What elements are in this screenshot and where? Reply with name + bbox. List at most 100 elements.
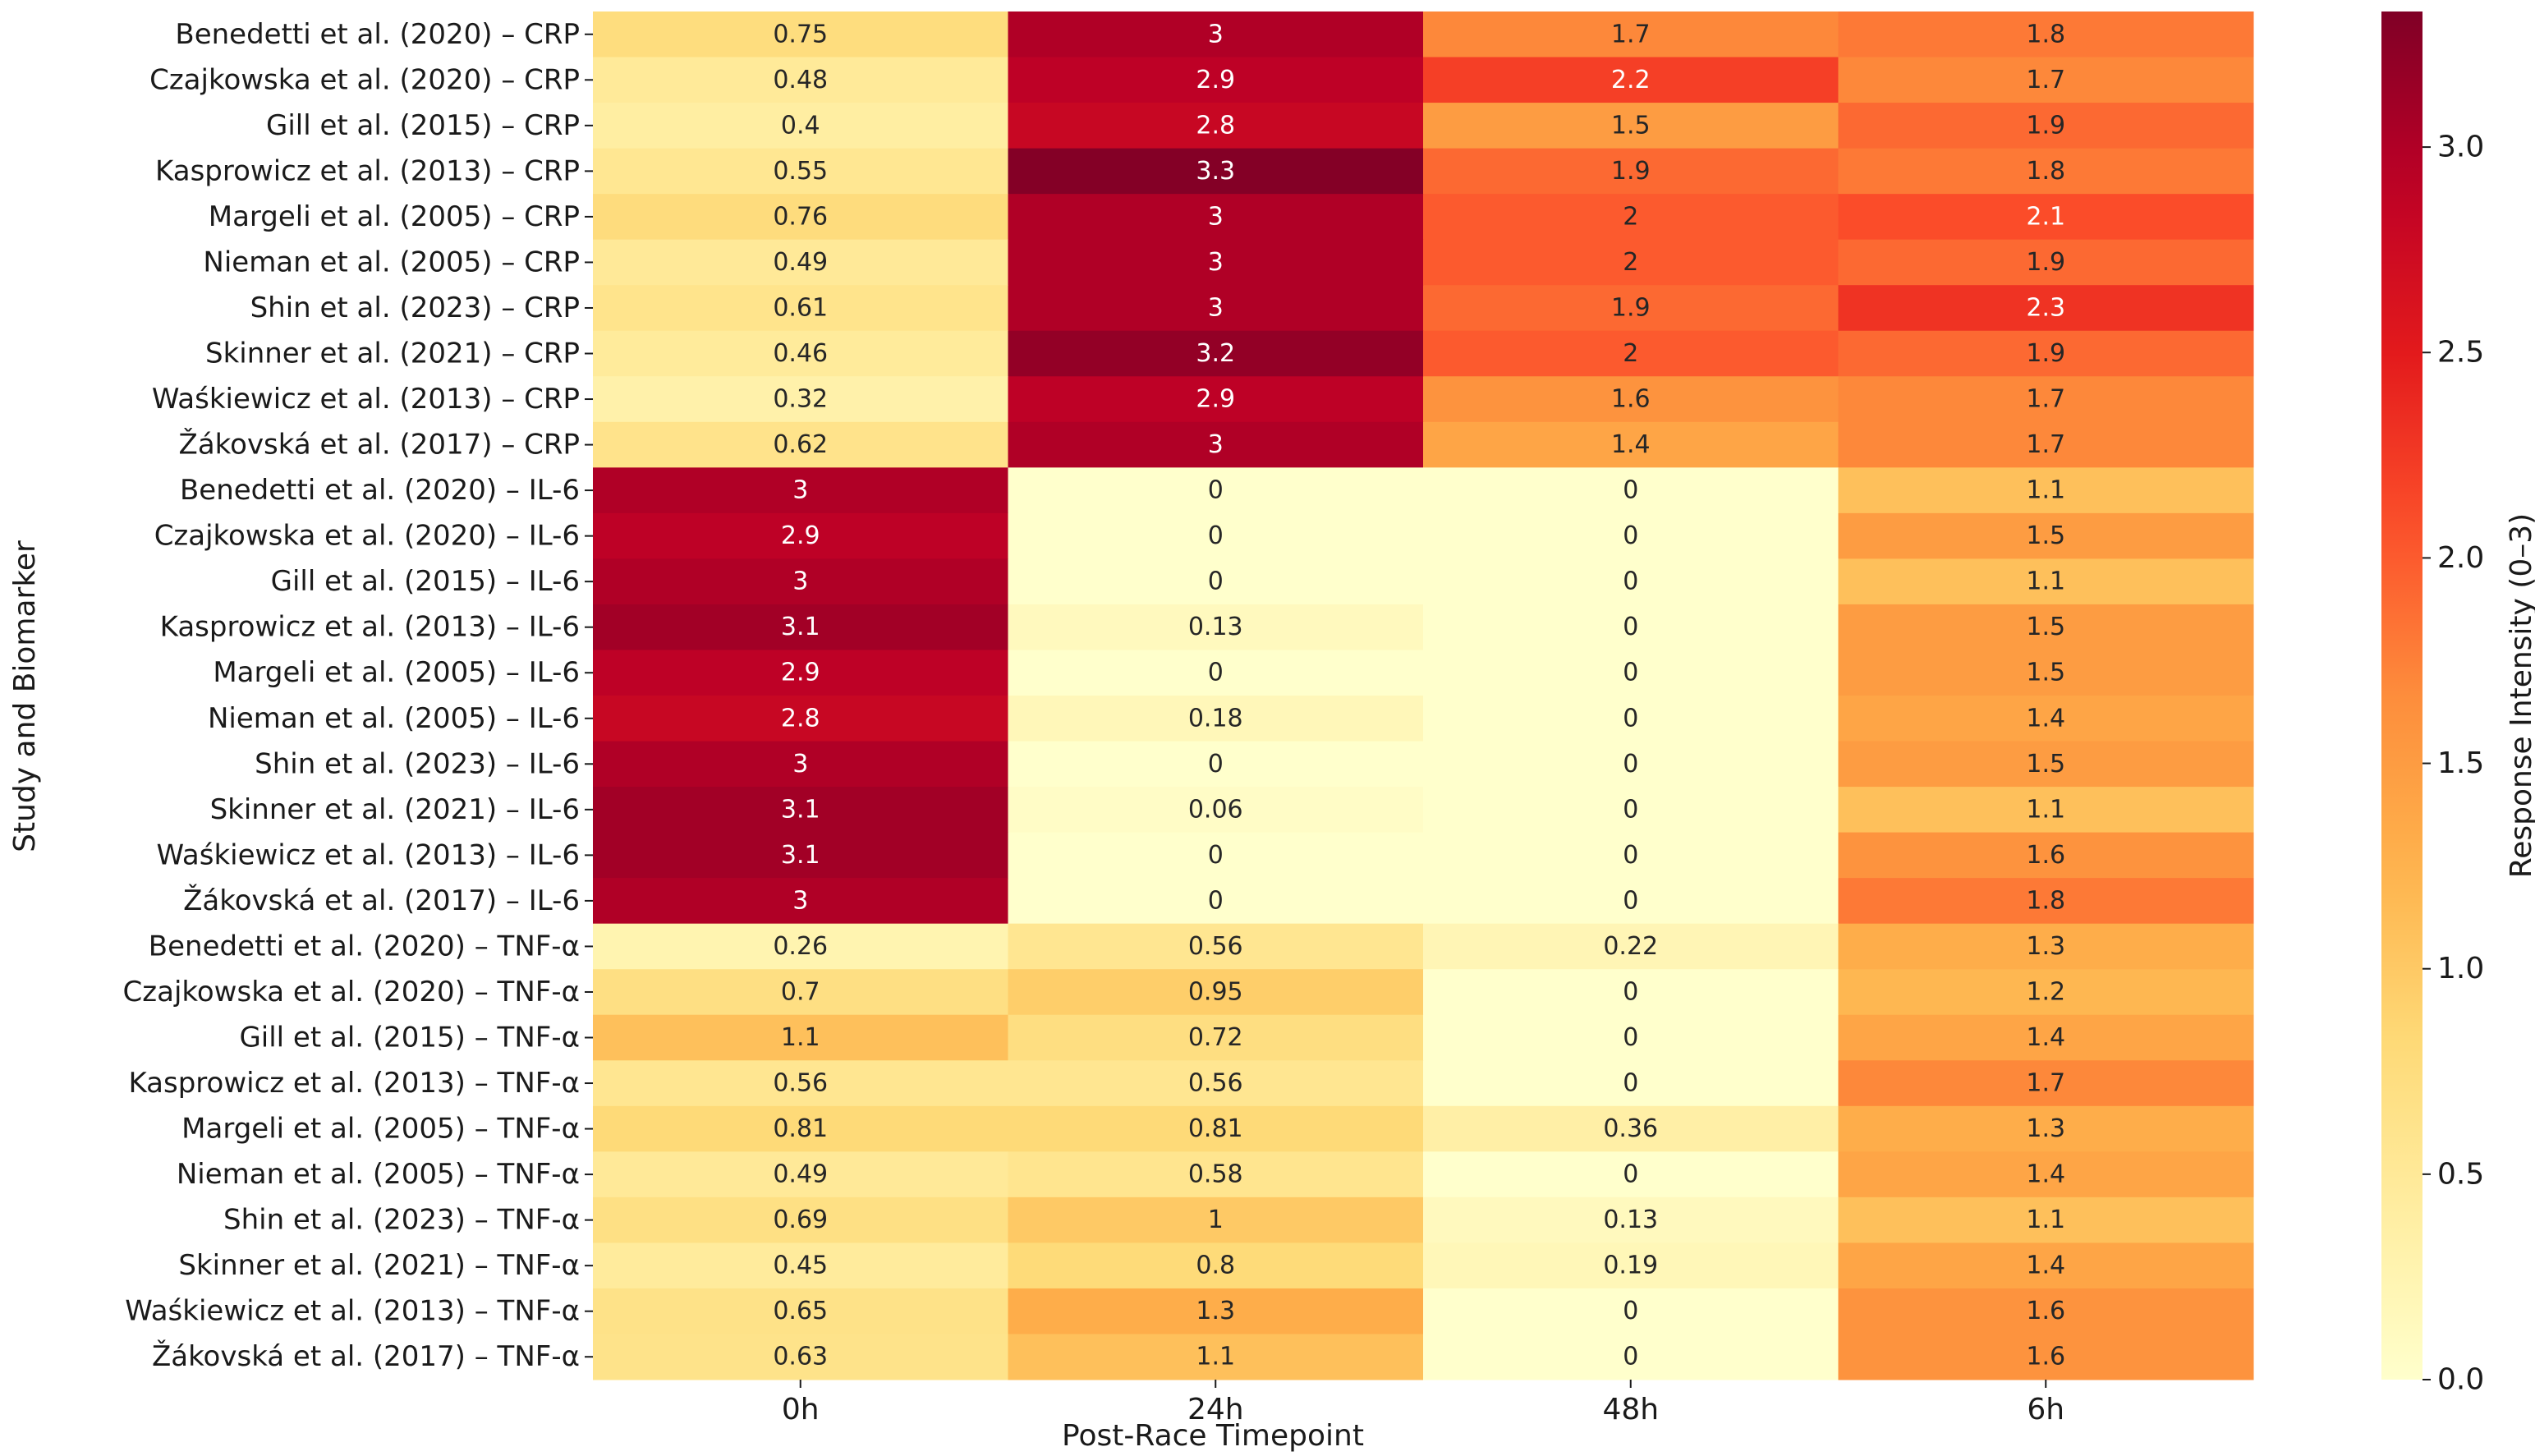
heatmap-cell	[1423, 1334, 1839, 1380]
heatmap-cell-value: 2.9	[781, 659, 820, 687]
heatmap-cell	[593, 741, 1008, 788]
colorbar-tick-label: 2.0	[2437, 541, 2484, 575]
heatmap-cell-value: 1.1	[781, 1023, 820, 1052]
heatmap-cell	[1838, 1105, 2254, 1152]
heatmap-cell	[1423, 969, 1839, 1016]
heatmap-cell	[1423, 1014, 1839, 1061]
y-tick-label: Benedetti et al. (2020) – CRP	[175, 18, 580, 51]
y-tick-label: Skinner et al. (2021) – CRP	[205, 338, 580, 370]
heatmap-cell	[1423, 1105, 1839, 1152]
heatmap-cell	[1423, 650, 1839, 696]
y-tick-label: Skinner et al. (2021) – TNF-α	[178, 1249, 580, 1282]
heatmap-cell	[593, 787, 1008, 834]
heatmap-cell	[1008, 878, 1424, 925]
heatmap-cell	[593, 239, 1008, 286]
heatmap-cell-value: 0.63	[773, 1343, 828, 1371]
heatmap-cell-value: 0.62	[773, 430, 828, 459]
heatmap-cell	[1838, 832, 2254, 879]
heatmap-cell	[1423, 558, 1839, 605]
heatmap-cell-value: 0	[1623, 613, 1638, 641]
heatmap-cell	[1423, 696, 1839, 742]
heatmap-cell-value: 0.06	[1188, 795, 1243, 824]
colorbar-tick-label: 0.5	[2437, 1157, 2484, 1191]
heatmap-cell	[593, 512, 1008, 559]
heatmap-cell	[1423, 11, 1839, 58]
heatmap-cell-value: 3	[1208, 293, 1224, 322]
heatmap-cell	[1008, 239, 1424, 286]
heatmap-cell	[1838, 239, 2254, 286]
heatmap-cell	[1008, 1105, 1424, 1152]
heatmap-cell-value: 0	[1623, 476, 1638, 505]
heatmap-cell-value: 2.8	[1196, 111, 1235, 140]
heatmap-cell	[1423, 194, 1839, 241]
heatmap-cell-value: 2.9	[1196, 385, 1235, 414]
heatmap-cell	[1423, 421, 1839, 468]
heatmap-cell-value: 1.4	[1611, 430, 1651, 459]
y-tick-label: Benedetti et al. (2020) – IL-6	[180, 474, 580, 507]
heatmap-cell-value: 0	[1208, 659, 1224, 687]
heatmap-cell	[593, 558, 1008, 605]
heatmap-cell-value: 3	[792, 567, 808, 596]
heatmap-cell-value: 0.46	[773, 339, 828, 368]
heatmap-cell	[1838, 650, 2254, 696]
heatmap-cell	[1008, 421, 1424, 468]
y-tick-label: Margeli et al. (2005) – CRP	[209, 200, 580, 233]
heatmap-cell	[1008, 1060, 1424, 1107]
heatmap-cell-value: 1.1	[1196, 1343, 1235, 1371]
heatmap-cell	[1838, 148, 2254, 195]
heatmap-cell-value: 0.61	[773, 293, 828, 322]
heatmap-cell	[593, 148, 1008, 195]
heatmap-cell-value: 1	[1208, 1206, 1224, 1234]
heatmap-cell-value: 1.4	[2026, 1252, 2065, 1280]
heatmap-cell-value: 1.3	[2026, 932, 2065, 961]
heatmap-cell	[1423, 148, 1839, 195]
y-tick-label: Margeli et al. (2005) – IL-6	[213, 656, 580, 689]
heatmap-cell-value: 2.9	[781, 521, 820, 550]
heatmap-cell	[1838, 923, 2254, 970]
heatmap-cell-value: 3	[1208, 248, 1224, 277]
y-tick-label: Žákovská et al. (2017) – TNF-α	[152, 1339, 580, 1373]
y-tick-label: Nieman et al. (2005) – CRP	[203, 246, 580, 278]
heatmap-cell-value: 2.9	[1196, 66, 1235, 94]
heatmap-cell	[1423, 741, 1839, 788]
heatmap-cell-value: 3	[792, 476, 808, 505]
y-tick-label: Kasprowicz et al. (2013) – IL-6	[160, 611, 580, 644]
heatmap-cell	[1838, 878, 2254, 925]
heatmap-cell	[593, 194, 1008, 241]
heatmap-cell-value: 0.45	[773, 1252, 828, 1280]
heatmap-cell	[1423, 923, 1839, 970]
heatmap-cell	[1838, 969, 2254, 1016]
heatmap-cell	[593, 969, 1008, 1016]
heatmap-cell	[593, 421, 1008, 468]
heatmap-cell	[1838, 376, 2254, 423]
y-tick-label: Skinner et al. (2021) – IL-6	[210, 793, 580, 826]
heatmap-cell-value: 0.4	[781, 111, 820, 140]
heatmap-cell	[1838, 421, 2254, 468]
heatmap-cell	[593, 1014, 1008, 1061]
heatmap-cells	[593, 11, 2254, 1380]
heatmap-cell	[1838, 741, 2254, 788]
heatmap-cell-value: 0.19	[1603, 1252, 1658, 1280]
colorbar-tick-label: 0.0	[2437, 1363, 2484, 1397]
heatmap-cell	[1008, 194, 1424, 241]
heatmap-cell	[1838, 330, 2254, 377]
heatmap-cell-value: 1.4	[2026, 704, 2065, 733]
heatmap-cell	[1423, 285, 1839, 332]
heatmap-cell	[1838, 285, 2254, 332]
heatmap-cell-value: 2.3	[2026, 293, 2065, 322]
heatmap-cell-value: 1.6	[2026, 1343, 2065, 1371]
heatmap-cell-value: 0.95	[1188, 977, 1243, 1006]
heatmap-cell	[1008, 650, 1424, 696]
heatmap-cell-value: 0	[1623, 1023, 1638, 1052]
heatmap-cell-value: 0.69	[773, 1206, 828, 1234]
heatmap-cell-value: 3.1	[781, 795, 820, 824]
heatmap-cell	[1838, 787, 2254, 834]
heatmap-cell-value: 0	[1623, 750, 1638, 779]
y-tick-label: Žákovská et al. (2017) – CRP	[179, 428, 580, 462]
heatmap-cell	[593, 1196, 1008, 1243]
heatmap-cell	[1423, 467, 1839, 514]
heatmap-cell-value: 1.6	[2026, 841, 2065, 870]
heatmap-cell-value: 1.1	[2026, 476, 2065, 505]
heatmap-cell-value: 1.8	[2026, 157, 2065, 186]
